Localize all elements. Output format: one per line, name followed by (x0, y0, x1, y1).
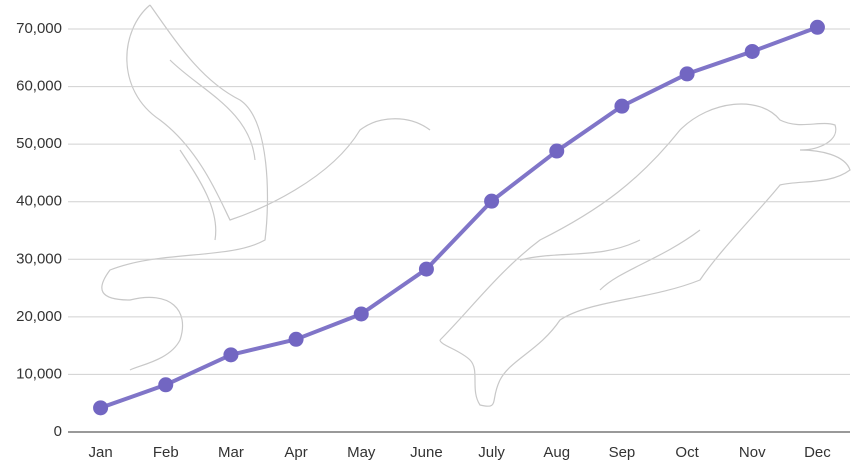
data-point (484, 193, 500, 209)
data-point (614, 98, 630, 114)
y-tick-label: 0 (54, 423, 62, 440)
x-tick-label: May (347, 444, 376, 461)
grid: 0 10,000 20,000 30,000 40,000 50,000 60,000 70,… (16, 20, 850, 461)
x-tick-label: Aug (543, 444, 570, 461)
x-tick-label: June (410, 444, 443, 461)
x-tick-label: Jan (88, 444, 112, 461)
y-tick-label: 50,000 (16, 135, 62, 152)
data-point (223, 347, 239, 363)
background-illustration (101, 4, 851, 407)
data-point (744, 43, 760, 59)
x-tick-label: Apr (284, 444, 307, 461)
data-point (158, 377, 174, 393)
data-point (353, 306, 369, 322)
x-tick-label: Feb (153, 444, 179, 461)
data-point (93, 400, 109, 416)
x-tick-label: July (478, 444, 505, 461)
y-tick-label: 60,000 (16, 78, 62, 95)
x-tick-label: Nov (739, 444, 766, 461)
data-point (549, 143, 565, 159)
series-line (99, 25, 819, 410)
data-point (288, 331, 304, 347)
x-tick-label: Mar (218, 444, 244, 461)
plot (93, 19, 825, 416)
y-tick-label: 40,000 (16, 193, 62, 210)
x-tick-label: Dec (804, 444, 831, 461)
data-point (418, 261, 434, 277)
data-point (809, 19, 825, 35)
y-tick-label: 10,000 (16, 365, 62, 382)
data-point (679, 66, 695, 82)
x-tick-label: Sep (609, 444, 636, 461)
x-tick-label: Oct (675, 444, 699, 461)
y-tick-label: 20,000 (16, 308, 62, 325)
y-tick-label: 70,000 (16, 20, 62, 37)
y-tick-label: 30,000 (16, 250, 62, 267)
